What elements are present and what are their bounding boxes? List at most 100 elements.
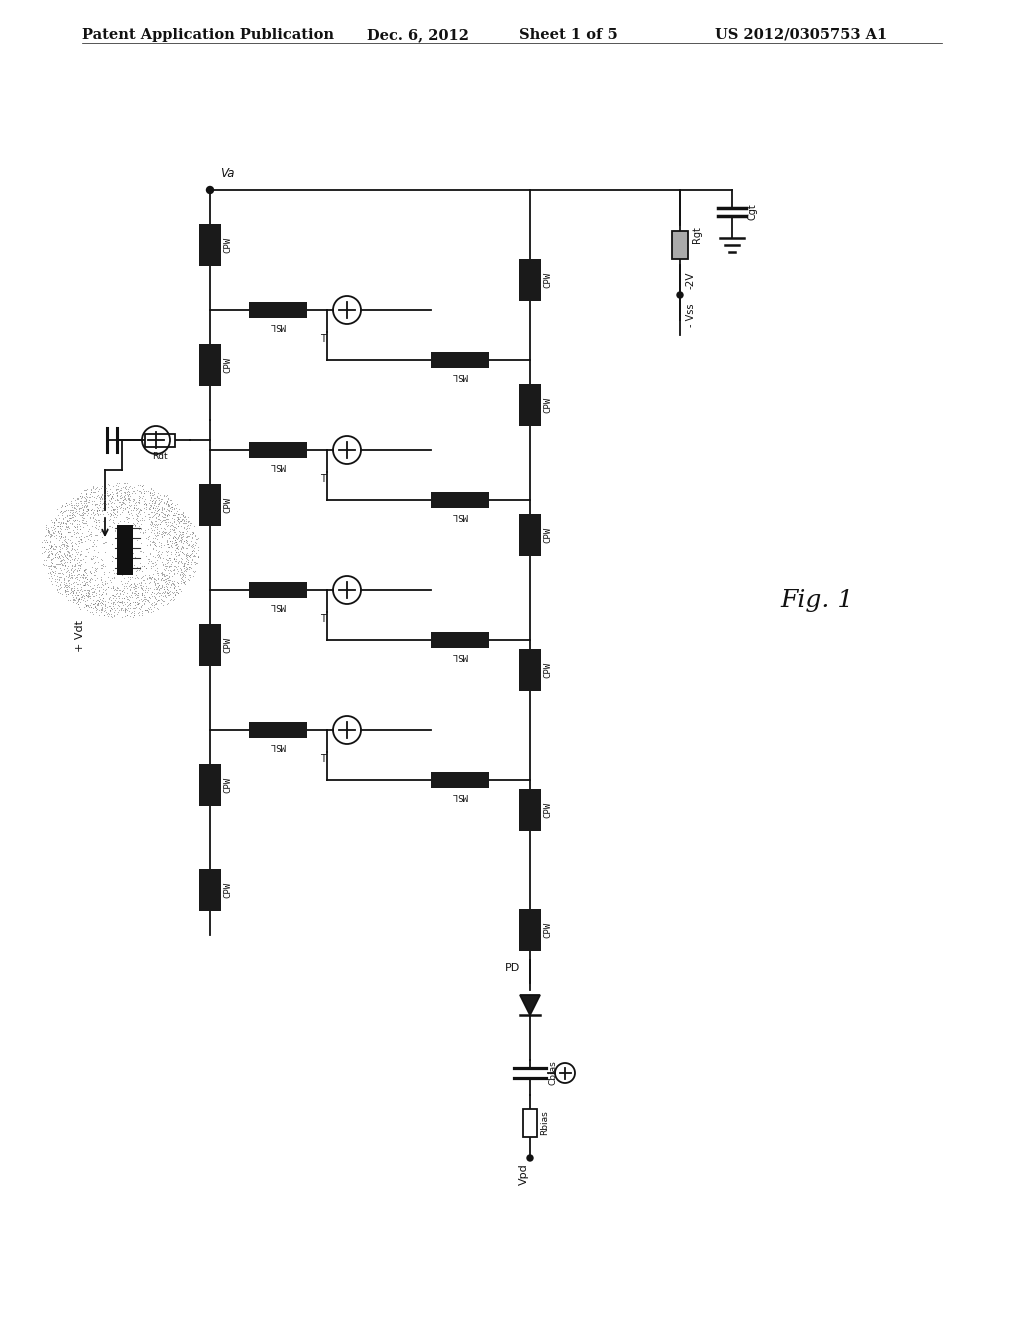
Point [166, 577, 182, 598]
Point [43, 510, 59, 531]
Point [47, 546, 63, 568]
Point [46, 570, 62, 591]
Point [170, 528, 186, 549]
Point [126, 597, 142, 618]
Point [43, 535, 59, 556]
Point [156, 590, 172, 611]
Point [172, 564, 188, 585]
Point [87, 508, 103, 529]
Point [77, 573, 93, 594]
Point [126, 554, 142, 576]
Point [127, 598, 143, 619]
Point [119, 586, 135, 607]
Point [115, 488, 131, 510]
Point [65, 535, 81, 556]
Point [143, 513, 160, 535]
Point [69, 549, 85, 570]
Point [52, 524, 69, 545]
Point [135, 569, 152, 590]
Point [162, 531, 178, 552]
Text: Rdt: Rdt [153, 451, 168, 461]
Point [79, 585, 95, 606]
Point [77, 513, 93, 535]
Point [100, 591, 117, 612]
Point [79, 599, 95, 620]
Point [137, 579, 154, 601]
Point [153, 532, 169, 553]
Point [129, 593, 145, 614]
Point [66, 549, 82, 570]
Point [45, 513, 61, 535]
Point [72, 579, 88, 601]
Point [119, 577, 135, 598]
Point [159, 532, 175, 553]
Point [91, 510, 108, 531]
Point [145, 570, 162, 591]
Point [157, 582, 173, 603]
Point [43, 548, 59, 569]
Point [90, 593, 106, 614]
Point [94, 597, 111, 618]
Point [133, 577, 150, 598]
Point [74, 532, 90, 553]
Point [151, 504, 167, 525]
Point [126, 605, 142, 626]
Point [185, 523, 202, 544]
Point [46, 523, 62, 544]
Point [176, 531, 193, 552]
Point [140, 566, 157, 587]
Point [121, 477, 137, 498]
Point [44, 553, 60, 574]
Point [48, 557, 65, 578]
Point [70, 510, 86, 531]
Point [134, 560, 151, 581]
Point [57, 576, 74, 597]
Point [186, 553, 203, 574]
Point [133, 517, 150, 539]
Point [74, 566, 90, 587]
Point [178, 558, 195, 579]
Point [119, 554, 135, 576]
Bar [672, 231, 688, 259]
Point [159, 533, 175, 554]
Point [85, 507, 101, 528]
Point [56, 519, 73, 540]
Point [97, 590, 114, 611]
Point [185, 521, 202, 543]
Point [126, 498, 142, 519]
Point [167, 585, 183, 606]
Point [46, 539, 62, 560]
Point [69, 492, 85, 513]
Point [82, 561, 98, 582]
Point [166, 516, 182, 537]
Point [102, 503, 119, 524]
Point [74, 507, 90, 528]
Point [165, 527, 181, 548]
Point [116, 482, 132, 503]
Point [142, 484, 159, 506]
Point [100, 496, 117, 517]
Point [44, 553, 60, 574]
Point [162, 570, 178, 591]
Point [68, 583, 84, 605]
Point [152, 548, 168, 569]
Point [109, 479, 125, 500]
Point [117, 477, 133, 498]
Point [142, 531, 159, 552]
Point [160, 568, 176, 589]
Point [65, 499, 81, 520]
Point [68, 582, 84, 603]
Point [152, 590, 168, 611]
Point [146, 498, 163, 519]
Point [63, 581, 80, 602]
Point [154, 574, 170, 595]
Point [147, 524, 164, 545]
Point [56, 554, 73, 576]
Point [144, 552, 161, 573]
Point [140, 601, 157, 622]
Point [102, 601, 119, 622]
Point [58, 577, 75, 598]
Point [112, 583, 128, 605]
Point [164, 496, 180, 517]
Point [146, 568, 163, 589]
